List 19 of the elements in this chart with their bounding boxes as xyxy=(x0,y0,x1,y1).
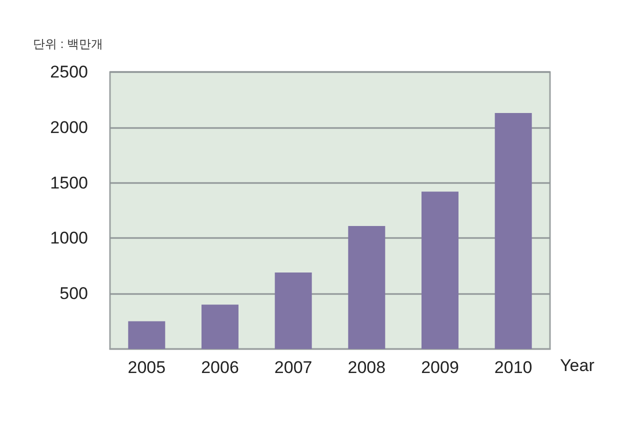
x-axis-title: Year xyxy=(560,356,595,375)
bar xyxy=(422,192,458,349)
x-tick-label: 2006 xyxy=(201,358,239,377)
bar xyxy=(274,272,312,349)
y-tick-label: 500 xyxy=(60,284,88,304)
x-tick-label: 2009 xyxy=(421,358,459,377)
x-tick-label: 2010 xyxy=(494,358,532,377)
bar xyxy=(202,304,238,349)
x-tick-label: 2007 xyxy=(274,358,312,377)
x-tick-label: 2008 xyxy=(348,358,386,377)
bar xyxy=(128,321,166,349)
y-tick-label: 2500 xyxy=(50,62,88,82)
y-tick-label: 2000 xyxy=(50,118,88,137)
x-tick-label: 2005 xyxy=(128,358,166,377)
y-tick-label: 1500 xyxy=(50,173,88,192)
bar xyxy=(348,226,386,349)
y-tick-label: 1000 xyxy=(50,228,88,248)
y-axis-title: 단위 : 백만개 xyxy=(33,37,104,51)
bar xyxy=(494,112,532,349)
